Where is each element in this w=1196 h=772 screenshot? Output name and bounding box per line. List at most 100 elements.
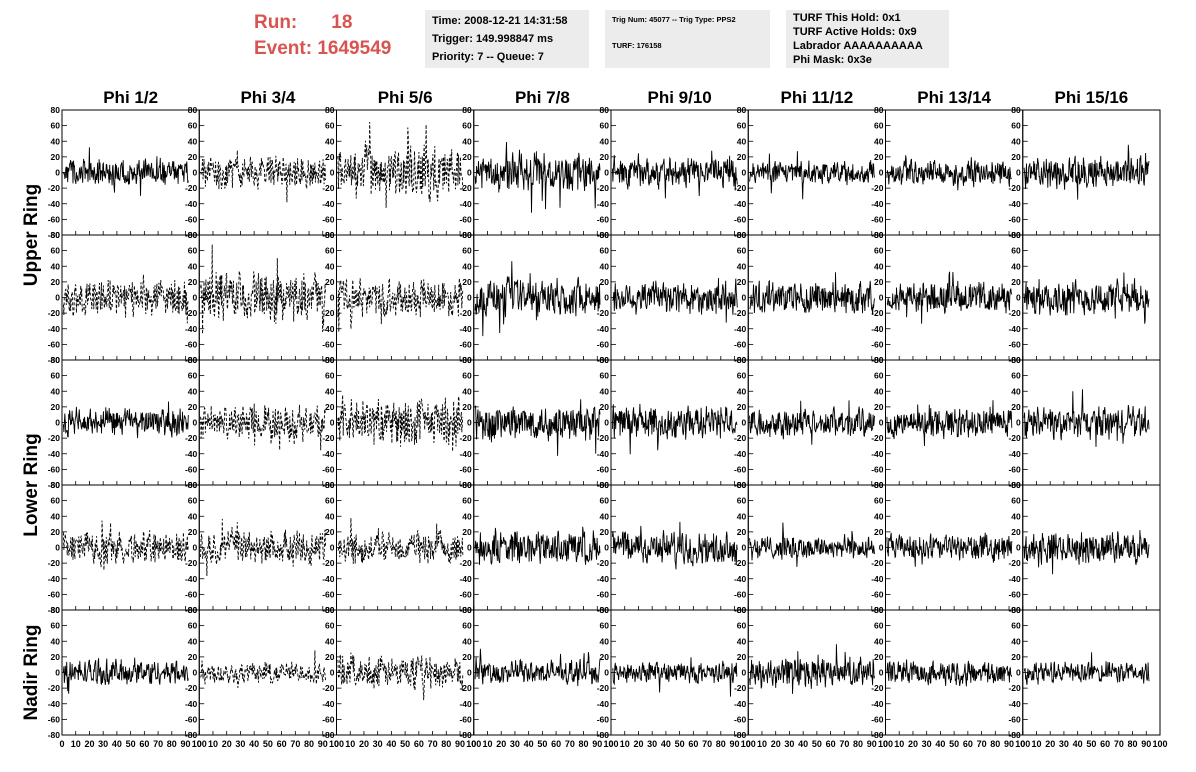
y-tick-label: 40 bbox=[874, 136, 884, 146]
x-tick-label: 30 bbox=[373, 739, 383, 749]
x-tick-label: 70 bbox=[977, 739, 987, 749]
y-tick-label: 40 bbox=[462, 261, 472, 271]
y-tick-label: -20 bbox=[734, 683, 747, 693]
y-tick-label: 0 bbox=[604, 543, 609, 553]
time-text: Time: 2008-12-21 14:31:58 bbox=[432, 15, 568, 27]
y-tick-label: 80 bbox=[737, 105, 747, 115]
waveform-trace bbox=[62, 147, 189, 196]
y-tick-label: -60 bbox=[871, 339, 884, 349]
y-tick-label: 0 bbox=[879, 418, 884, 428]
y-tick-label: -60 bbox=[1008, 464, 1021, 474]
x-tick-label: 90 bbox=[1141, 739, 1151, 749]
waveform-trace bbox=[337, 278, 464, 332]
y-tick-label: -40 bbox=[871, 449, 884, 459]
y-tick-label: -20 bbox=[322, 308, 335, 318]
y-tick-label: -60 bbox=[48, 464, 61, 474]
waveform-trace bbox=[886, 155, 1012, 191]
y-tick-label: 0 bbox=[879, 543, 884, 553]
y-tick-label: -40 bbox=[185, 324, 198, 334]
y-tick-label: -60 bbox=[597, 589, 610, 599]
y-tick-label: -20 bbox=[1008, 308, 1021, 318]
x-tick-label: 100 bbox=[466, 739, 481, 749]
y-tick-label: 80 bbox=[874, 355, 884, 365]
y-tick-label: -40 bbox=[597, 574, 610, 584]
x-tick-label: 20 bbox=[1045, 739, 1055, 749]
x-tick-label: 60 bbox=[1100, 739, 1110, 749]
y-tick-label: -60 bbox=[1008, 214, 1021, 224]
y-tick-label: 80 bbox=[188, 355, 198, 365]
y-tick-label: -40 bbox=[734, 699, 747, 709]
y-tick-label: 0 bbox=[55, 543, 60, 553]
y-tick-label: 20 bbox=[462, 277, 472, 287]
y-tick-label: -80 bbox=[48, 605, 61, 615]
y-tick-label: 20 bbox=[737, 652, 747, 662]
x-tick-label: 50 bbox=[400, 739, 410, 749]
y-tick-label: 80 bbox=[51, 355, 61, 365]
y-tick-label: -60 bbox=[597, 714, 610, 724]
y-tick-label: 40 bbox=[1011, 511, 1021, 521]
priority-text: Priority: 7 -- Queue: 7 bbox=[432, 51, 544, 63]
y-tick-label: -80 bbox=[459, 730, 472, 740]
x-tick-label: 10 bbox=[894, 739, 904, 749]
y-tick-label: 0 bbox=[467, 418, 472, 428]
y-tick-label: -60 bbox=[871, 214, 884, 224]
y-tick-label: 0 bbox=[742, 168, 747, 178]
y-tick-label: -80 bbox=[185, 730, 198, 740]
y-tick-label: 80 bbox=[1011, 605, 1021, 615]
y-tick-label: 60 bbox=[325, 371, 335, 381]
y-tick-label: -60 bbox=[734, 214, 747, 224]
y-tick-label: 40 bbox=[188, 511, 198, 521]
y-tick-label: 80 bbox=[188, 480, 198, 490]
column-title: Phi 9/10 bbox=[647, 88, 711, 107]
y-tick-label: 20 bbox=[462, 652, 472, 662]
labrador-text: Labrador AAAAAAAAAA bbox=[793, 40, 923, 52]
y-tick-label: 0 bbox=[193, 543, 198, 553]
y-tick-label: 60 bbox=[600, 121, 610, 131]
y-tick-label: 20 bbox=[188, 277, 198, 287]
y-tick-label: 20 bbox=[188, 152, 198, 162]
y-tick-label: 60 bbox=[462, 496, 472, 506]
y-tick-label: 0 bbox=[467, 543, 472, 553]
y-tick-label: 80 bbox=[51, 605, 61, 615]
y-tick-label: -20 bbox=[597, 558, 610, 568]
x-tick-label: 60 bbox=[963, 739, 973, 749]
y-tick-label: -20 bbox=[322, 558, 335, 568]
event-label: Event: bbox=[254, 38, 313, 59]
y-tick-label: 0 bbox=[193, 293, 198, 303]
y-tick-label: -40 bbox=[734, 449, 747, 459]
x-tick-label: 70 bbox=[290, 739, 300, 749]
y-tick-label: 40 bbox=[737, 636, 747, 646]
y-tick-label: 0 bbox=[742, 668, 747, 678]
x-tick-label: 50 bbox=[263, 739, 273, 749]
y-tick-label: 80 bbox=[325, 230, 335, 240]
waveform-trace bbox=[886, 271, 1013, 324]
x-tick-label: 90 bbox=[1004, 739, 1014, 749]
y-tick-label: 0 bbox=[467, 168, 472, 178]
y-tick-label: 60 bbox=[600, 371, 610, 381]
y-tick-label: -20 bbox=[871, 308, 884, 318]
y-tick-label: -40 bbox=[871, 199, 884, 209]
x-tick-label: 80 bbox=[990, 739, 1000, 749]
y-tick-label: -60 bbox=[185, 464, 198, 474]
y-tick-label: 20 bbox=[51, 402, 61, 412]
waveform-trace bbox=[474, 648, 601, 687]
y-tick-label: 0 bbox=[330, 543, 335, 553]
y-tick-label: 60 bbox=[51, 371, 61, 381]
trig-info-box: Trig Num: 45077 -- Trig Type: PPS2 TURF:… bbox=[605, 10, 770, 68]
y-tick-label: -20 bbox=[185, 558, 198, 568]
y-tick-label: -40 bbox=[734, 574, 747, 584]
waveform-trace bbox=[474, 526, 601, 565]
y-tick-label: 80 bbox=[462, 480, 472, 490]
y-tick-label: 80 bbox=[188, 605, 198, 615]
y-tick-label: 40 bbox=[1011, 636, 1021, 646]
y-tick-label: 0 bbox=[193, 418, 198, 428]
y-tick-label: 60 bbox=[600, 621, 610, 631]
waveform-trace bbox=[200, 518, 326, 577]
y-tick-label: 20 bbox=[737, 402, 747, 412]
y-tick-label: 0 bbox=[742, 293, 747, 303]
x-tick-label: 70 bbox=[428, 739, 438, 749]
y-tick-label: -40 bbox=[459, 324, 472, 334]
y-tick-label: -60 bbox=[459, 589, 472, 599]
y-tick-label: 80 bbox=[600, 355, 610, 365]
y-tick-label: 0 bbox=[1016, 668, 1021, 678]
